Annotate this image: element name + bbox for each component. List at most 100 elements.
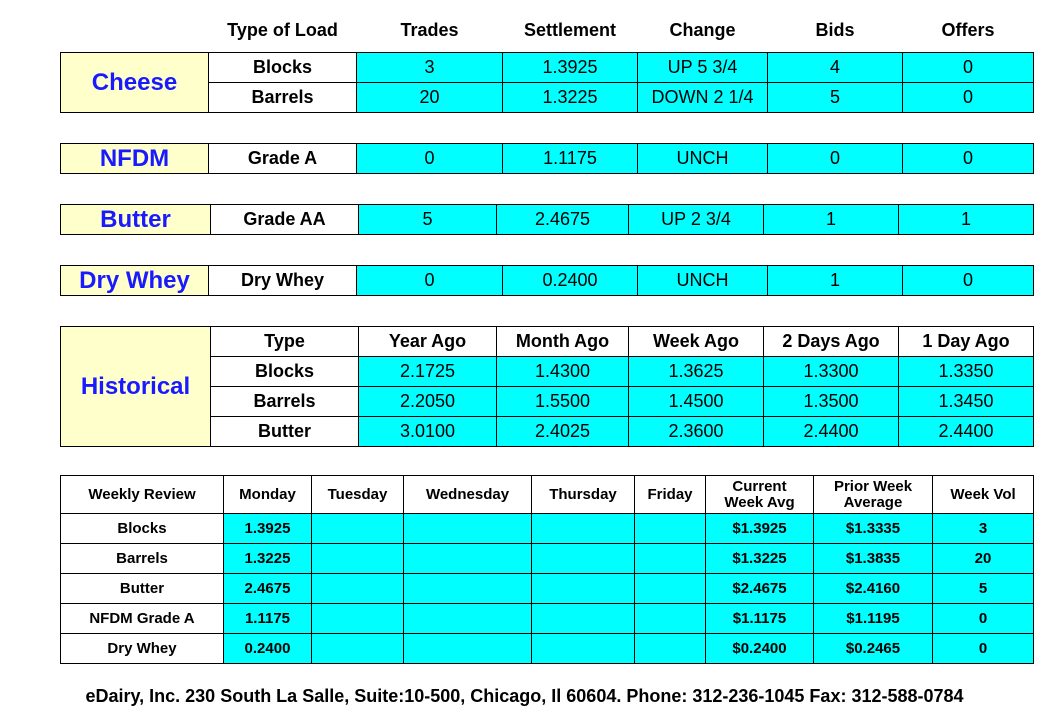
empty-cell: [531, 513, 635, 544]
empty-cell: [531, 633, 635, 664]
column-header: Bids: [815, 20, 855, 41]
market-value: DOWN 2 1/4: [637, 82, 768, 113]
historical-header: 1 Day Ago: [898, 326, 1034, 357]
empty-cell: [403, 543, 532, 574]
historical-value: 1.3500: [763, 386, 899, 417]
historical-header: 2 Days Ago: [763, 326, 899, 357]
weekly-header: Week Vol: [932, 475, 1034, 514]
weekly-value: $2.4675: [705, 573, 814, 604]
market-value: 1.3225: [502, 82, 638, 113]
historical-value: 2.1725: [358, 356, 497, 387]
empty-cell: [531, 603, 635, 634]
market-value: UNCH: [637, 265, 768, 296]
market-name: Cheese: [60, 52, 209, 113]
empty-cell: [634, 543, 706, 574]
historical-value: 1.3350: [898, 356, 1034, 387]
load-type: Barrels: [208, 82, 357, 113]
column-header: Settlement: [523, 20, 617, 41]
market-value: UP 2 3/4: [628, 204, 764, 235]
market-value: 0: [356, 265, 503, 296]
empty-cell: [634, 573, 706, 604]
market-name: Dry Whey: [60, 265, 209, 296]
empty-cell: [634, 603, 706, 634]
weekly-value: $1.3225: [705, 543, 814, 574]
weekly-value: 5: [932, 573, 1034, 604]
historical-header: Type: [210, 326, 359, 357]
historical-value: 2.2050: [358, 386, 497, 417]
historical-value: 2.4400: [763, 416, 899, 447]
empty-cell: [311, 603, 404, 634]
empty-cell: [311, 543, 404, 574]
historical-header: Year Ago: [358, 326, 497, 357]
weekly-value: $2.4160: [813, 573, 933, 604]
column-header: Trades: [400, 20, 459, 41]
market-value: 0: [902, 143, 1034, 174]
weekly-value: $0.2400: [705, 633, 814, 664]
weekly-header: Prior Week Average: [813, 475, 933, 514]
weekly-header: Wednesday: [403, 475, 532, 514]
weekly-label: NFDM Grade A: [60, 603, 224, 634]
market-value: 4: [767, 52, 903, 83]
weekly-label: Dry Whey: [60, 633, 224, 664]
historical-value: 1.3300: [763, 356, 899, 387]
weekly-value: 1.1175: [223, 603, 312, 634]
weekly-value: 20: [932, 543, 1034, 574]
market-value: 0: [767, 143, 903, 174]
weekly-value: 0.2400: [223, 633, 312, 664]
weekly-value: 0: [932, 603, 1034, 634]
market-name: Butter: [60, 204, 211, 235]
market-value: 1: [767, 265, 903, 296]
historical-value: 3.0100: [358, 416, 497, 447]
empty-cell: [531, 543, 635, 574]
market-value: 0: [356, 143, 503, 174]
empty-cell: [403, 633, 532, 664]
market-value: UP 5 3/4: [637, 52, 768, 83]
historical-value: 1.5500: [496, 386, 629, 417]
load-type: Dry Whey: [208, 265, 357, 296]
weekly-value: $0.2465: [813, 633, 933, 664]
weekly-label: Barrels: [60, 543, 224, 574]
market-value: 5: [358, 204, 497, 235]
market-value: 1: [898, 204, 1034, 235]
market-value: 1: [763, 204, 899, 235]
historical-type: Blocks: [210, 356, 359, 387]
weekly-value: 1.3225: [223, 543, 312, 574]
market-value: 5: [767, 82, 903, 113]
market-value: 0: [902, 82, 1034, 113]
historical-value: 1.3625: [628, 356, 764, 387]
historical-value: 2.4400: [898, 416, 1034, 447]
footer: eDairy, Inc. 230 South La Salle, Suite:1…: [85, 686, 964, 706]
empty-cell: [634, 633, 706, 664]
historical-type: Barrels: [210, 386, 359, 417]
market-value: 0: [902, 265, 1034, 296]
market-value: 0: [902, 52, 1034, 83]
market-value: 20: [356, 82, 503, 113]
market-value: 1.3925: [502, 52, 638, 83]
weekly-value: 3: [932, 513, 1034, 544]
empty-cell: [403, 573, 532, 604]
weekly-header: Friday: [634, 475, 706, 514]
weekly-value: 2.4675: [223, 573, 312, 604]
market-value: 1.1175: [502, 143, 638, 174]
market-value: 0.2400: [502, 265, 638, 296]
historical-value: 1.3450: [898, 386, 1034, 417]
historical-value: 2.4025: [496, 416, 629, 447]
market-value: UNCH: [637, 143, 768, 174]
empty-cell: [311, 573, 404, 604]
historical-value: 1.4300: [496, 356, 629, 387]
market-value: 2.4675: [496, 204, 629, 235]
weekly-label: Butter: [60, 573, 224, 604]
empty-cell: [311, 513, 404, 544]
empty-cell: [403, 513, 532, 544]
column-header: Type of Load: [227, 20, 338, 41]
historical-value: 1.4500: [628, 386, 764, 417]
market-value: 3: [356, 52, 503, 83]
empty-cell: [531, 573, 635, 604]
empty-cell: [403, 603, 532, 634]
weekly-value: $1.1195: [813, 603, 933, 634]
weekly-value: 0: [932, 633, 1034, 664]
weekly-value: $1.3335: [813, 513, 933, 544]
weekly-header: Tuesday: [311, 475, 404, 514]
weekly-label: Blocks: [60, 513, 224, 544]
historical-header: Week Ago: [628, 326, 764, 357]
